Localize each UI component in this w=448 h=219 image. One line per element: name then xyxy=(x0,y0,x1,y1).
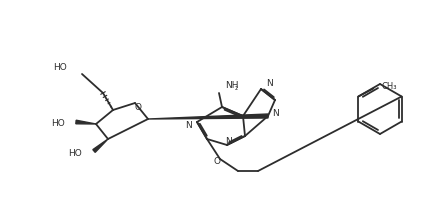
Polygon shape xyxy=(148,114,268,119)
Text: N: N xyxy=(272,108,279,118)
Text: N: N xyxy=(185,120,192,129)
Text: HO: HO xyxy=(51,118,65,127)
Text: HO: HO xyxy=(68,150,82,159)
Polygon shape xyxy=(76,120,96,124)
Text: N: N xyxy=(266,79,273,88)
Text: NH: NH xyxy=(225,81,238,90)
Polygon shape xyxy=(93,139,108,152)
Text: N: N xyxy=(224,136,231,145)
Text: O: O xyxy=(214,157,220,166)
Text: ₂: ₂ xyxy=(235,83,238,92)
Text: O: O xyxy=(134,102,142,111)
Text: HO: HO xyxy=(53,62,67,71)
Text: CH₃: CH₃ xyxy=(381,82,397,91)
